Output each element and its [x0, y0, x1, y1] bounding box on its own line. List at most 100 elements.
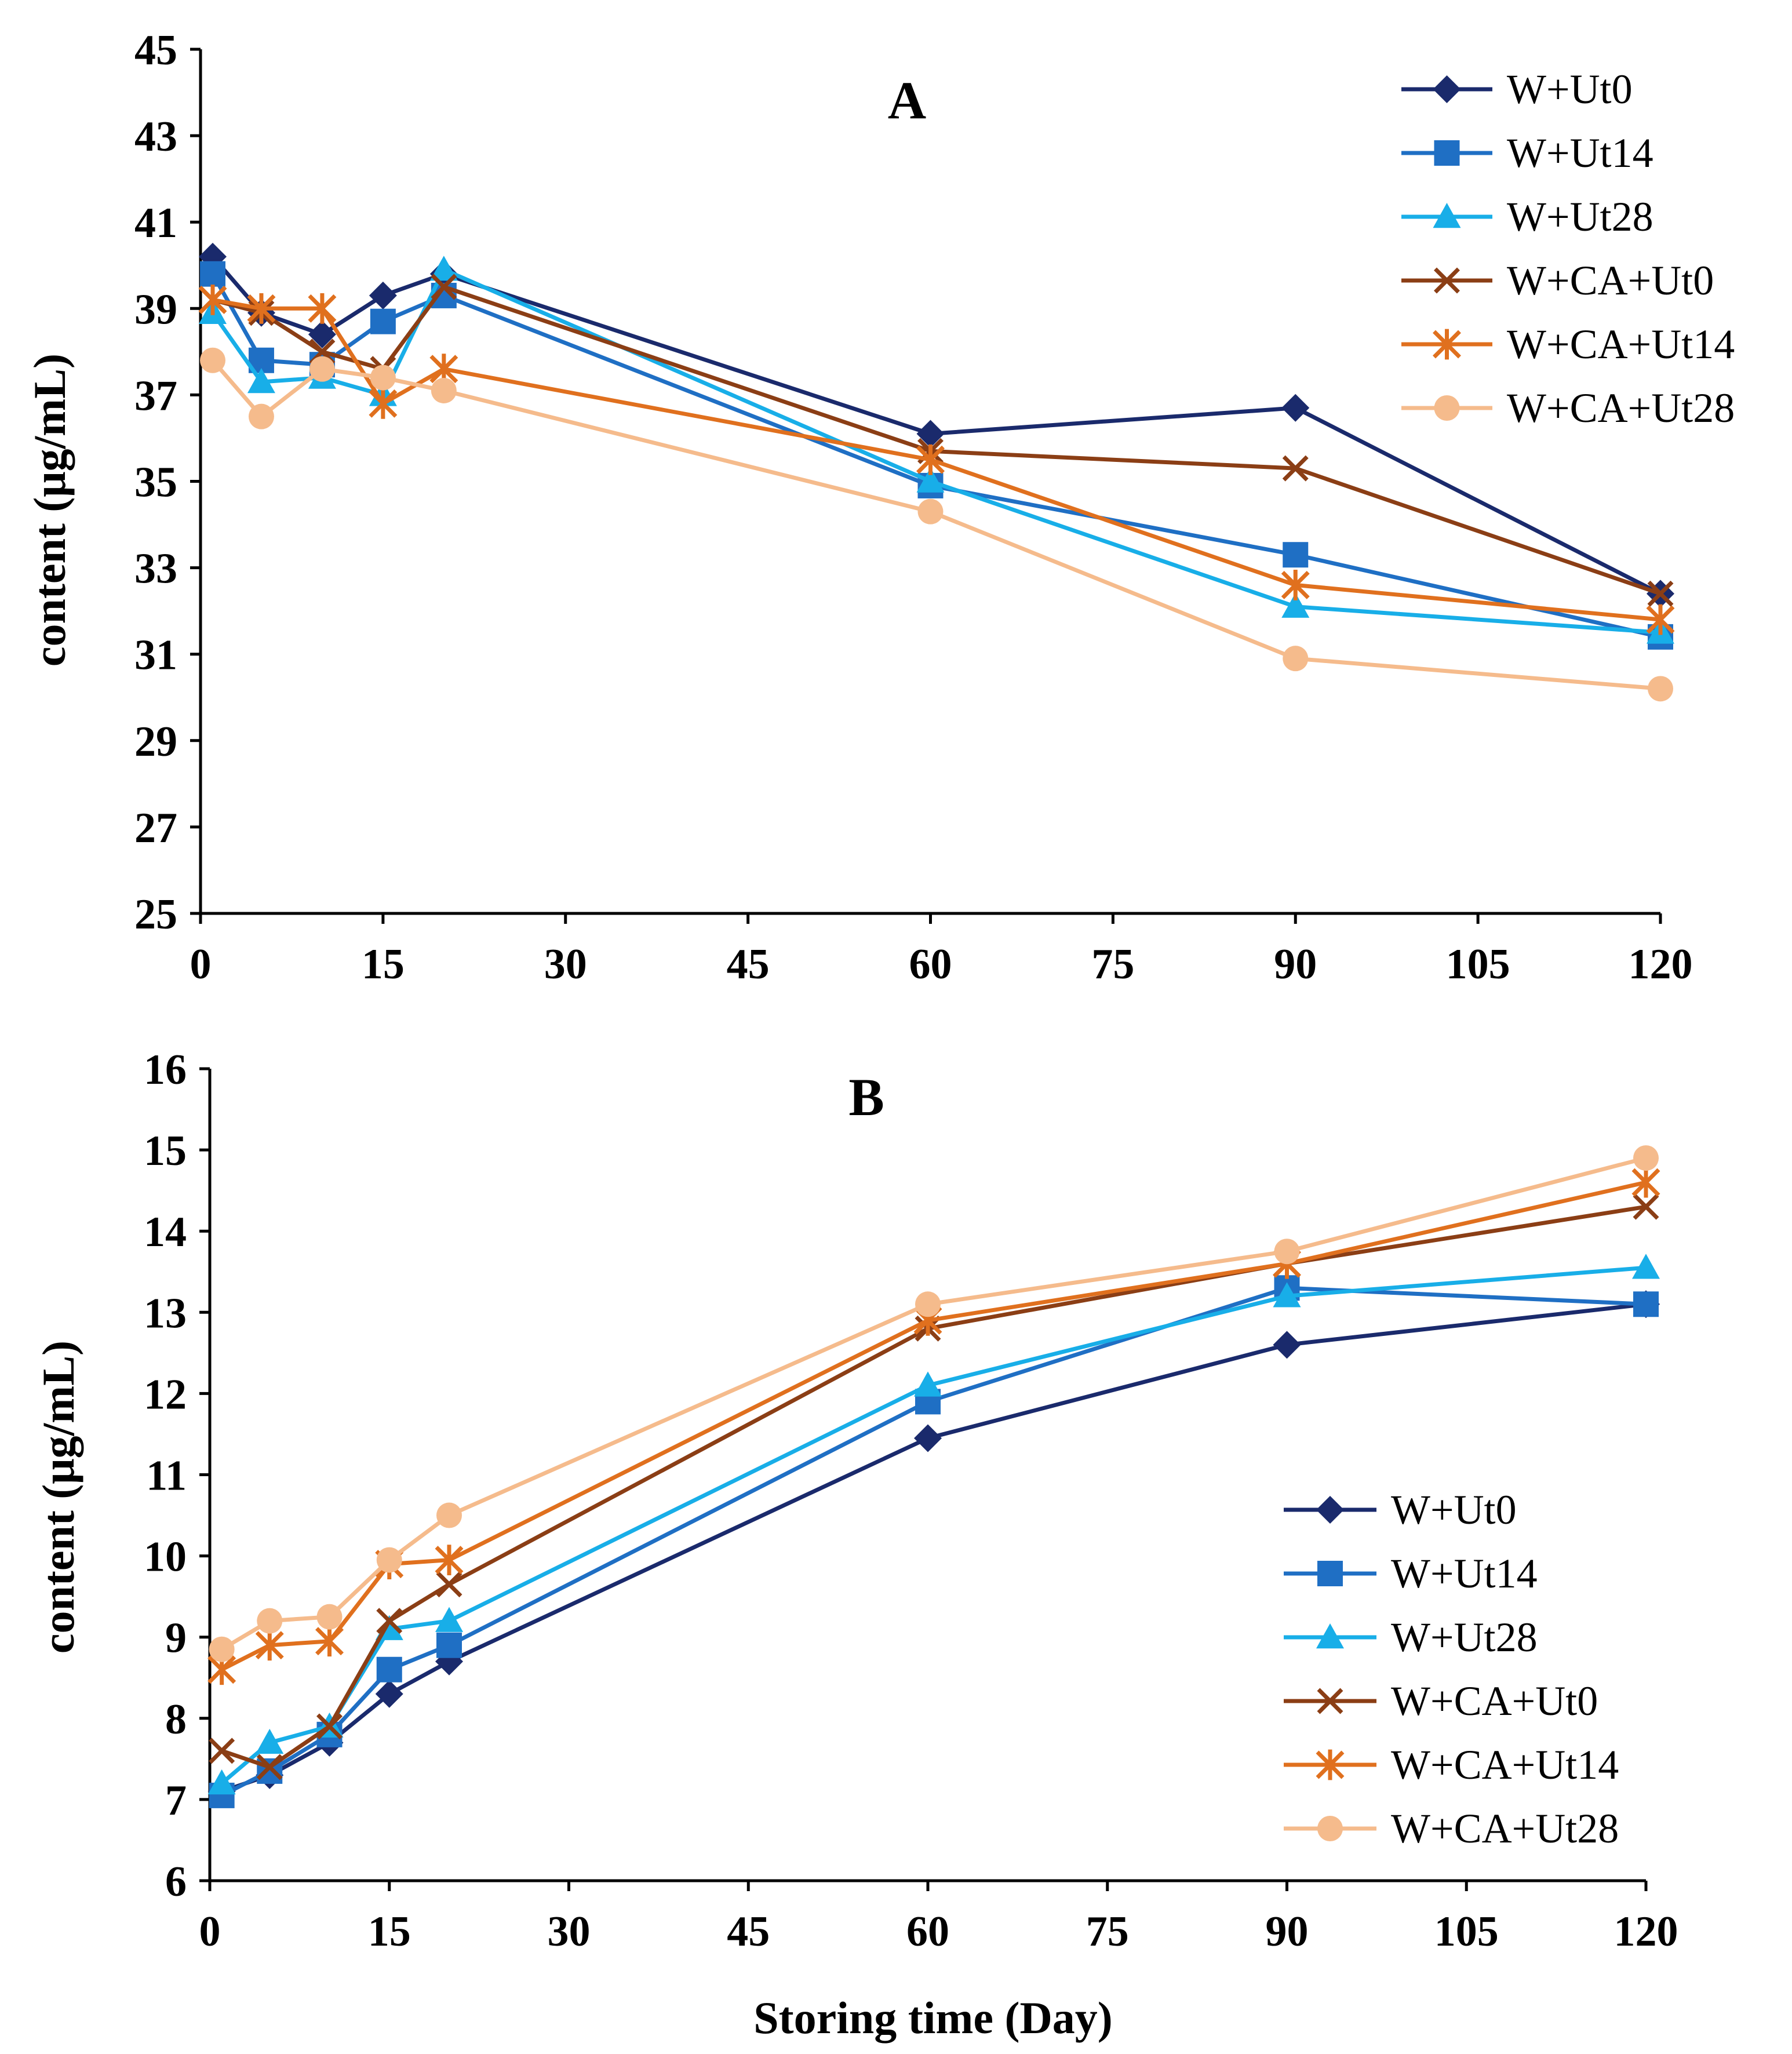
panel-b-y-axis-label: content (μg/mL) [33, 1341, 83, 1654]
data-point-w-ca-ut28 [209, 1636, 235, 1662]
series-line-w-ca-ut14 [212, 297, 1661, 622]
x-tick-label: 0 [199, 1908, 221, 1955]
data-point-w-ca-ut14 [315, 1626, 344, 1657]
legend-item-w-ut0: W+Ut0 [1284, 1487, 1517, 1533]
y-tick-label: 45 [134, 27, 177, 74]
legend-marker [1317, 1816, 1343, 1841]
data-point-w-ca-ut28 [431, 377, 457, 403]
x-tick-label: 60 [909, 941, 952, 988]
legend-item-w-ut14: W+Ut14 [1401, 130, 1653, 176]
series-w-ut28 [207, 1254, 1660, 1795]
data-point-w-ut28 [256, 1728, 284, 1754]
legend-label: W+CA+Ut28 [1391, 1805, 1619, 1852]
panel-b-legend: W+Ut0 W+Ut14 W+Ut28 W+CA+Ut0 W+CA+Ut14 W+CA+U… [1284, 1487, 1619, 1852]
y-tick-label: 8 [165, 1696, 187, 1743]
legend-marker [1316, 1749, 1345, 1780]
legend-label: W+Ut0 [1507, 66, 1633, 112]
data-point-w-ut28 [207, 1769, 236, 1795]
y-tick-label: 12 [144, 1371, 187, 1418]
series-line-w-ca-ut28 [211, 359, 1661, 691]
legend-item-w-ut28: W+Ut28 [1401, 194, 1653, 240]
x-tick-label: 105 [1446, 941, 1510, 988]
series-w-ca-ut28 [199, 347, 1673, 702]
panel-a-legend: W+Ut0 W+Ut14 W+Ut28 W+CA+Ut0 W+CA+Ut14 W+CA+U… [1401, 66, 1735, 431]
y-tick-label: 27 [134, 804, 177, 852]
legend-label: W+CA+Ut14 [1391, 1742, 1619, 1788]
data-point-w-ut28 [914, 1371, 942, 1397]
legend-item-w-ut28: W+Ut28 [1284, 1614, 1538, 1660]
panel-b-title: B [848, 1068, 884, 1127]
data-point-w-ca-ut28 [915, 1291, 941, 1317]
x-tick-label: 30 [548, 1908, 591, 1955]
legend-label: W+Ut28 [1507, 194, 1653, 240]
data-point-w-ut14 [1633, 1291, 1659, 1317]
x-tick-label: 105 [1434, 1908, 1499, 1955]
series-line-w-ca-ut14 [221, 1180, 1647, 1671]
y-tick-label: 15 [144, 1127, 187, 1175]
data-point-w-ca-ut0 [256, 1754, 283, 1780]
y-tick-label: 14 [144, 1208, 187, 1256]
x-tick-label: 90 [1274, 941, 1317, 988]
data-point-w-ca-ut28 [436, 1502, 462, 1528]
y-tick-label: 16 [144, 1046, 187, 1094]
y-tick-label: 6 [165, 1858, 187, 1906]
data-point-w-ut28 [1273, 1282, 1301, 1308]
data-point-w-ca-ut14 [247, 293, 276, 324]
series-w-ut14 [209, 1275, 1659, 1808]
data-point-w-ca-ut0 [376, 1608, 403, 1634]
x-tick-label: 45 [727, 941, 770, 988]
legend-label: W+Ut28 [1391, 1614, 1538, 1660]
legend-item-w-ca-ut28: W+CA+Ut28 [1401, 385, 1735, 431]
series-line-w-ut28 [220, 1265, 1647, 1785]
panel-a-ticks: 25 27 29 31 33 35 37 39 41 43 45 0 15 30 45 60 75 90 105 12… [134, 27, 1693, 988]
x-tick-label: 15 [368, 1908, 411, 1955]
legend-marker [1434, 267, 1460, 294]
data-point-w-ut0 [375, 1680, 403, 1708]
legend-marker [1317, 1688, 1343, 1714]
legend-label: W+CA+Ut0 [1391, 1678, 1598, 1724]
legend-label: W+CA+Ut0 [1507, 257, 1714, 304]
panel-b-x-axis-label: Storing time (Day) [753, 1993, 1113, 2043]
y-tick-label: 11 [146, 1452, 187, 1500]
data-point-w-ca-ut0 [1633, 1193, 1659, 1220]
legend-marker [1433, 329, 1461, 360]
data-point-w-ca-ut0 [436, 1571, 462, 1598]
legend-marker [1434, 395, 1460, 421]
data-point-w-ca-ut14 [198, 284, 227, 315]
data-point-w-ut14 [1283, 542, 1309, 568]
data-point-w-ut0 [914, 1424, 942, 1452]
x-tick-label: 0 [190, 941, 212, 988]
data-point-w-ca-ut28 [199, 347, 225, 373]
x-tick-label: 120 [1614, 1908, 1678, 1955]
y-tick-label: 25 [134, 891, 177, 938]
x-tick-label: 75 [1086, 1908, 1129, 1955]
y-tick-label: 9 [165, 1615, 187, 1662]
y-tick-label: 13 [144, 1290, 187, 1337]
data-point-w-ca-ut0 [431, 274, 457, 300]
legend-item-w-ca-ut0: W+CA+Ut0 [1284, 1678, 1598, 1724]
y-tick-label: 43 [134, 113, 177, 161]
data-point-w-ut28 [1632, 1254, 1660, 1279]
legend-label: W+Ut14 [1391, 1550, 1538, 1597]
y-tick-label: 7 [165, 1777, 187, 1824]
data-point-w-ca-ut14 [255, 1630, 284, 1661]
data-point-w-ca-ut0 [1647, 580, 1674, 607]
legend-label: W+CA+Ut28 [1507, 385, 1735, 431]
series-w-ca-ut14 [198, 284, 1675, 635]
data-point-w-ut0 [369, 281, 397, 309]
legend-marker [1316, 1496, 1344, 1524]
data-point-w-ca-ut28 [1633, 1145, 1659, 1171]
y-tick-label: 35 [134, 459, 177, 507]
series-w-ca-ut28 [209, 1145, 1659, 1662]
data-point-w-ca-ut14 [308, 293, 337, 324]
data-point-w-ca-ut28 [1648, 676, 1673, 702]
x-tick-label: 120 [1629, 941, 1693, 988]
data-point-w-ca-ut28 [917, 498, 944, 525]
data-point-w-ut28 [1281, 592, 1310, 618]
legend-item-w-ca-ut14: W+CA+Ut14 [1284, 1742, 1619, 1788]
data-point-w-ut28 [247, 368, 275, 394]
data-point-w-ca-ut14 [916, 444, 945, 475]
series-line-w-ut28 [211, 267, 1661, 635]
